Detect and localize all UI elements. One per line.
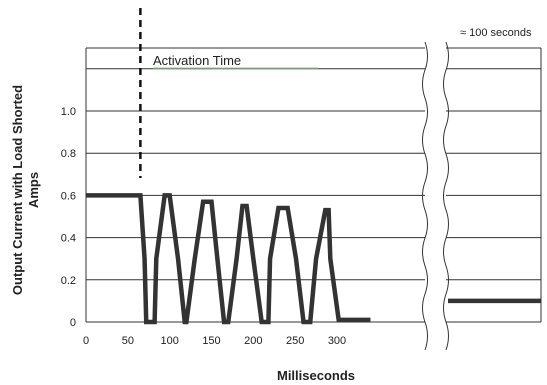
y-tick-label: 0: [70, 317, 76, 329]
x-tick-label: 100: [160, 335, 178, 347]
break-curve: [422, 41, 428, 351]
y-axis-title-line2: Amps: [26, 172, 41, 208]
x-axis-title: Milliseconds: [277, 368, 355, 383]
series-line: [86, 193, 371, 325]
x-tick-label: 150: [202, 335, 220, 347]
x-tick-label: 250: [286, 335, 304, 347]
y-axis-title-line1: Output Current with Load Shorted: [10, 85, 25, 295]
y-tick-label: 0.6: [61, 190, 76, 202]
x-tick-label: 200: [244, 335, 262, 347]
y-tick-label: 1.0: [61, 106, 76, 118]
break-curve: [443, 41, 449, 351]
y-axis-title: Output Current with Load Shorted Amps: [10, 85, 41, 295]
activation-time-label: Activation Time: [153, 53, 241, 68]
x-tick-labels: 0 50 100 150 200 250 300: [83, 335, 346, 347]
x-tick-label: 0: [83, 335, 89, 347]
break-duration-label: ≈ 100 seconds: [460, 27, 532, 39]
y-tick-labels: 0 0.2 0.4 0.6 0.8 1.0: [61, 106, 76, 329]
y-tick-label: 0.8: [61, 148, 76, 160]
y-tick-label: 0.2: [61, 275, 76, 287]
gridlines: [86, 47, 541, 281]
x-tick-label: 50: [122, 335, 134, 347]
x-tick-label: 300: [328, 335, 346, 347]
axis-break-curves: [422, 41, 449, 351]
y-tick-label: 0.4: [61, 233, 76, 245]
